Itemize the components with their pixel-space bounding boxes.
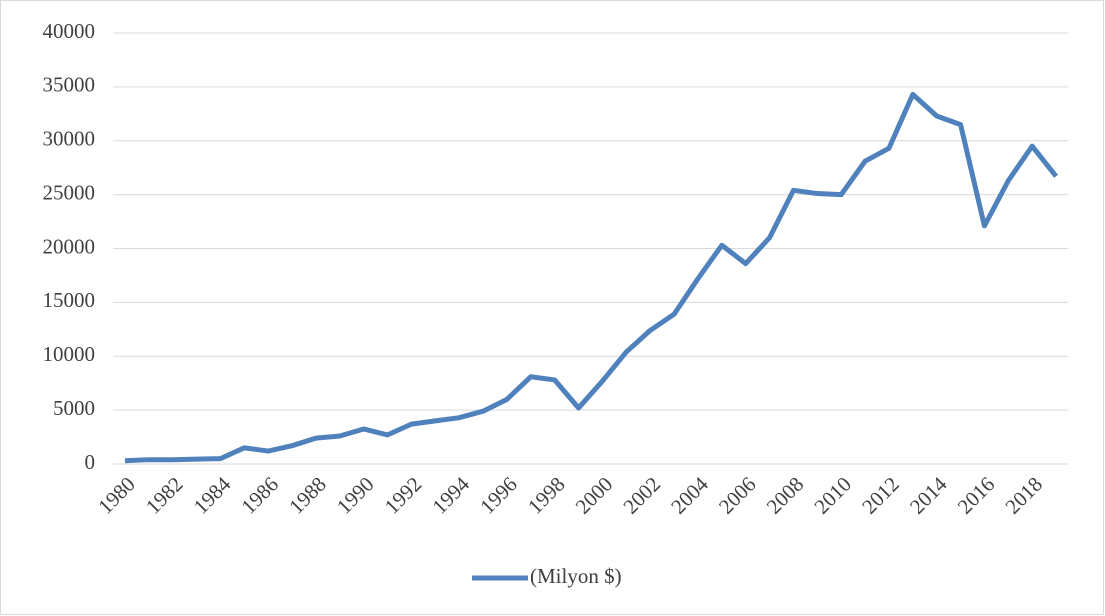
y-tick-label: 35000: [43, 73, 96, 97]
y-tick-label: 25000: [43, 180, 96, 204]
y-tick-label: 30000: [43, 127, 96, 151]
y-tick-label: 15000: [43, 288, 96, 312]
y-tick-label: 10000: [43, 342, 96, 366]
data-line: [124, 91, 1059, 464]
y-tick-label: 40000: [43, 19, 96, 43]
y-tick-label: 0: [85, 450, 96, 474]
y-tick-label: 5000: [53, 396, 95, 420]
legend-label: (Milyon $): [530, 564, 622, 588]
y-tick-label: 20000: [43, 234, 96, 258]
